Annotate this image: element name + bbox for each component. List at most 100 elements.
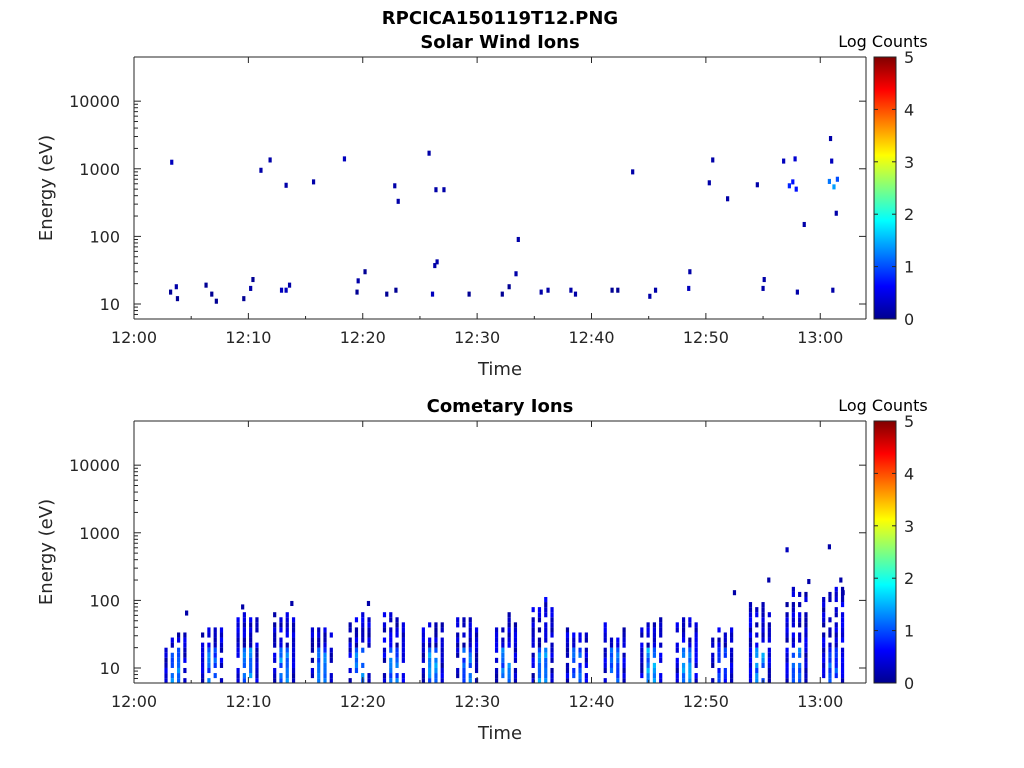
heatmap-cell xyxy=(840,596,845,603)
heatmap-cell xyxy=(323,662,327,668)
heatmap-cell xyxy=(609,652,614,658)
x-axis-label: Time xyxy=(477,723,522,744)
heatmap-cell xyxy=(572,657,576,663)
heatmap-cell xyxy=(609,642,614,648)
heatmap-cell xyxy=(361,622,365,628)
heatmap-cell xyxy=(462,657,466,663)
heatmap-cell xyxy=(755,622,759,628)
heatmap-cell xyxy=(603,632,607,638)
heatmap-cell xyxy=(761,617,765,623)
heatmap-cell xyxy=(255,678,259,684)
colorbar-tick-label: 0 xyxy=(904,674,914,693)
heatmap-cell xyxy=(513,657,518,663)
heatmap-cell xyxy=(798,673,802,679)
heatmap-cell xyxy=(652,652,657,658)
heatmap-cell xyxy=(242,627,246,633)
heatmap-cell xyxy=(730,647,734,653)
heatmap-cell xyxy=(694,657,698,663)
heatmap-cell xyxy=(761,285,765,291)
heatmap-cell xyxy=(640,647,644,653)
heatmap-cell xyxy=(434,622,438,628)
heatmap-cell xyxy=(474,678,479,684)
heatmap-cell xyxy=(616,652,620,658)
heatmap-cell xyxy=(622,627,626,633)
heatmap-cell xyxy=(164,667,168,674)
heatmap-cell xyxy=(835,176,840,182)
heatmap-cell xyxy=(395,673,399,679)
heatmap-cell xyxy=(748,657,753,663)
heatmap-cell xyxy=(791,662,795,668)
heatmap-cell xyxy=(367,678,371,684)
heatmap-cell xyxy=(177,678,181,684)
heatmap-cell xyxy=(348,627,352,633)
heatmap-cell xyxy=(798,637,802,643)
heatmap-cell xyxy=(310,637,315,643)
heatmap-cell xyxy=(382,657,387,663)
heatmap-cell xyxy=(755,673,759,679)
heatmap-cell xyxy=(675,622,679,628)
heatmap-cell xyxy=(164,647,168,653)
heatmap-cell xyxy=(285,673,289,679)
heatmap-cell xyxy=(213,647,217,653)
heatmap-cell xyxy=(730,652,734,658)
figure-title: RPCICA150119T12.PNG xyxy=(382,8,618,29)
heatmap-cell xyxy=(177,673,181,679)
heatmap-cell xyxy=(242,657,246,663)
y-axis-label: Energy (eV) xyxy=(36,135,57,241)
heatmap-cell xyxy=(840,627,845,633)
heatmap-cell xyxy=(834,673,838,679)
heatmap-cell xyxy=(804,591,808,597)
heatmap-cell xyxy=(513,642,518,648)
heatmap-cell xyxy=(273,642,277,648)
heatmap-cell xyxy=(827,178,831,184)
heatmap-cell xyxy=(622,662,626,668)
heatmap-cell xyxy=(648,293,652,299)
heatmap-cell xyxy=(177,657,181,663)
heatmap-cell xyxy=(389,617,393,623)
heatmap-cell xyxy=(652,647,657,653)
heatmap-cell xyxy=(279,673,283,679)
heatmap-cell xyxy=(236,647,240,653)
heatmap-cell xyxy=(688,678,692,684)
heatmap-cell xyxy=(785,602,789,608)
heatmap-cell xyxy=(348,652,352,658)
heatmap-cell xyxy=(675,678,679,684)
heatmap-cell xyxy=(828,657,832,663)
heatmap-cell xyxy=(310,647,315,653)
heatmap-cell xyxy=(840,657,845,663)
heatmap-cell xyxy=(787,183,791,189)
heatmap-cell xyxy=(828,678,832,684)
heatmap-cell xyxy=(767,627,771,633)
heatmap-cell xyxy=(513,673,518,679)
heatmap-cell xyxy=(730,632,734,638)
heatmap-cell xyxy=(421,627,425,633)
heatmap-cell xyxy=(255,673,259,679)
heatmap-cell xyxy=(652,622,657,628)
heatmap-cell xyxy=(822,617,826,623)
heatmap-cell xyxy=(507,284,511,290)
heatmap-cell xyxy=(537,607,542,613)
heatmap-cell xyxy=(507,632,511,638)
heatmap-cell xyxy=(394,287,398,293)
heatmap-cell xyxy=(421,657,425,663)
heatmap-cell xyxy=(748,622,753,628)
heatmap-cell xyxy=(428,637,432,643)
heatmap-cell xyxy=(688,662,692,668)
heatmap-cell xyxy=(500,291,504,297)
heatmap-cell xyxy=(474,632,479,638)
heatmap-cell xyxy=(565,642,570,648)
heatmap-cell xyxy=(474,637,479,643)
heatmap-cell xyxy=(494,673,499,679)
heatmap-cell xyxy=(807,579,811,585)
heatmap-cell xyxy=(317,652,321,658)
heatmap-cell xyxy=(279,637,283,643)
heatmap-cell xyxy=(219,678,224,684)
heatmap-cell xyxy=(456,647,460,653)
heatmap-cell xyxy=(565,632,570,638)
heatmap-cell xyxy=(603,647,607,653)
heatmap-cell xyxy=(255,642,259,648)
x-tick-label: 12:50 xyxy=(683,328,729,347)
heatmap-cell xyxy=(537,667,542,674)
heatmap-cell xyxy=(755,667,759,674)
